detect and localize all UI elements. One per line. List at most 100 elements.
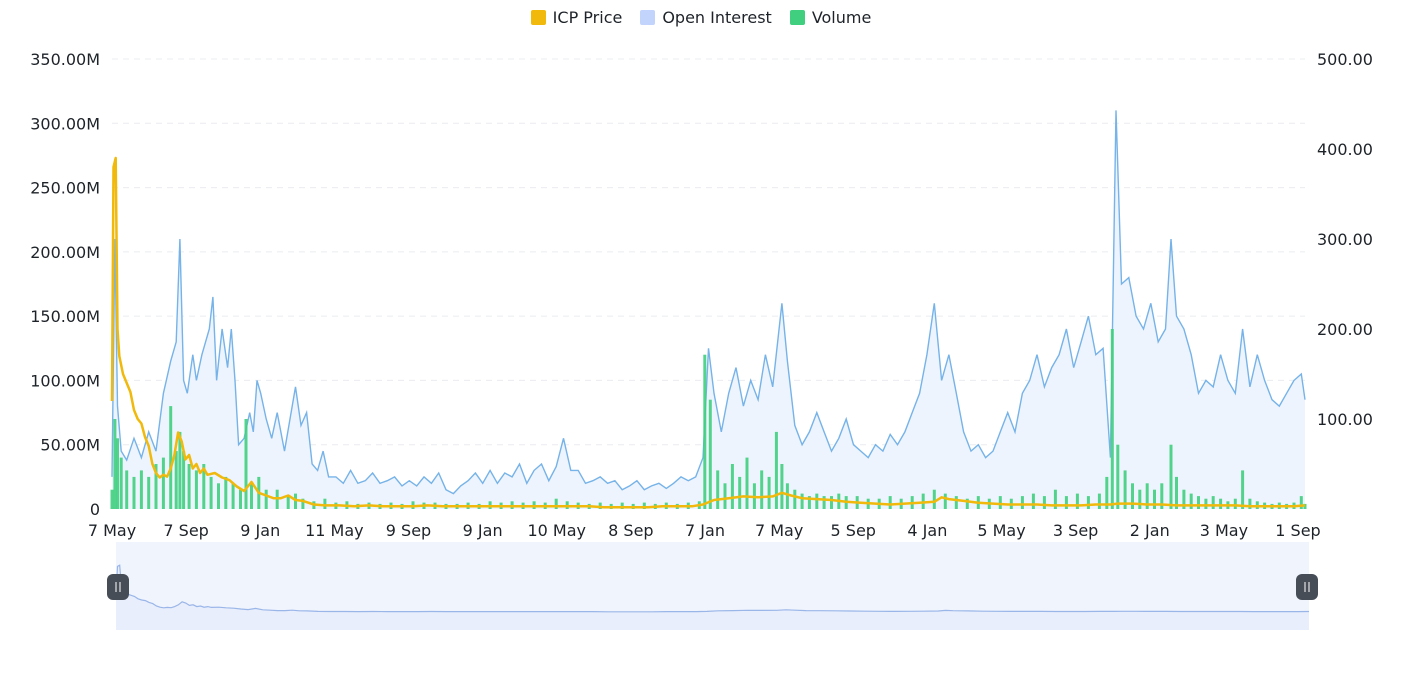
volume-bar [301,498,305,509]
volume-bar [139,470,143,509]
volume-bar [1175,476,1178,509]
legend-label-price: ICP Price [552,8,623,27]
volume-bar [830,496,833,509]
volume-bar [239,489,242,509]
volume-bar [231,483,235,509]
volume-bar [943,493,947,509]
legend-label-open-interest: Open Interest [662,8,772,27]
handle-body [107,574,129,600]
navigator-right-handle[interactable] [1296,574,1318,600]
volume-bar [965,498,969,509]
left-tick-label: 100.00M [30,371,100,390]
right-tick-label: 300.00 [1317,230,1373,249]
volume-bar [554,498,558,509]
volume-bar [161,457,165,509]
volume-bar [1042,496,1046,509]
volume-bar [182,451,186,509]
open-interest-series [111,110,1306,510]
x-tick-label: 2 Jan [1130,521,1170,540]
volume-bar [800,493,804,509]
legend-label-volume: Volume [811,8,872,27]
volume-bar [620,502,624,509]
volume-bar [1160,483,1164,509]
volume-bar [703,354,707,509]
x-tick-label: 7 May [755,521,803,540]
volume-bar [1248,498,1252,509]
range-navigator[interactable] [107,542,1318,630]
volume-bar [1182,489,1186,509]
volume-bar [1075,493,1079,509]
x-tick-label: 9 Jan [240,521,280,540]
volume-bar [1020,496,1024,509]
open-interest-area [112,110,1305,510]
x-tick-label: 1 Sep [1275,521,1320,540]
volume-bar [1241,470,1245,509]
volume-bar [1031,493,1035,509]
volume-bar [116,438,119,509]
left-tick-label: 0 [90,500,100,519]
x-tick-label: 7 Sep [163,521,208,540]
navigator-line [115,564,1310,613]
volume-bar [1299,496,1303,509]
volume-bar [745,457,749,509]
volume-bar [932,489,936,509]
volume-bar [286,496,290,509]
volume-bar [1097,493,1101,509]
volume-bar [1153,489,1156,509]
volume-bar [1053,489,1057,509]
right-tick-label: 500.00 [1317,50,1373,69]
left-tick-label: 300.00M [30,114,100,133]
x-tick-label: 10 May [527,521,586,540]
volume-bar [738,476,742,509]
x-tick-label: 5 Sep [831,521,876,540]
left-axis: 0 50.00M 100.00M 150.00M 200.00M 250.00M 300.0… [30,50,100,519]
legend-swatch-price [530,10,546,25]
legend-item-open-interest[interactable]: Open Interest [640,8,772,27]
volume-bar [224,476,228,509]
legend-item-volume[interactable]: Volume [789,8,872,27]
legend-swatch-open-interest [640,10,656,25]
volume-bar [1219,498,1223,509]
left-tick-label: 200.00M [30,243,100,262]
volume-bar [1138,489,1142,509]
navigator-left-handle[interactable] [107,574,129,600]
volume-bar [807,496,811,509]
volume-bar [217,483,220,509]
x-tick-label: 3 May [1200,521,1248,540]
x-tick-label: 8 Sep [608,521,653,540]
volume-bar [1145,483,1149,509]
x-tick-label: 9 Jan [463,521,503,540]
legend-swatch-volume [789,10,805,25]
open-interest-line [111,110,1306,495]
volume-bar [1123,470,1127,509]
volume-bar [1169,444,1173,509]
legend-item-price[interactable]: ICP Price [530,8,623,27]
price-line [110,156,1306,509]
volume-bar [1086,496,1090,509]
volume-bar [154,464,158,509]
right-tick-label: 200.00 [1317,320,1373,339]
volume-bar [119,457,123,509]
price-series [110,156,1306,509]
navigator-area [116,565,1309,630]
right-tick-label: 400.00 [1317,140,1373,159]
volume-bar [780,464,784,509]
x-tick-label: 5 May [977,521,1025,540]
volume-bar [642,502,646,509]
volume-bar [1110,329,1114,509]
handle-body [1296,574,1318,600]
volume-bar [793,489,797,509]
volume-bar [174,451,178,509]
volume-bar [723,483,727,509]
volume-bar [169,406,173,509]
volume-bar [1197,496,1200,509]
volume-bar [998,496,1002,509]
right-axis: 100.00 200.00 300.00 400.00 500.00 [1317,50,1373,429]
volume-bar [250,483,253,509]
volume-bar [954,496,958,509]
volume-bar [323,498,327,509]
volume-bar [1189,493,1193,509]
volume-bar [113,419,117,509]
left-tick-label: 150.00M [30,307,100,326]
